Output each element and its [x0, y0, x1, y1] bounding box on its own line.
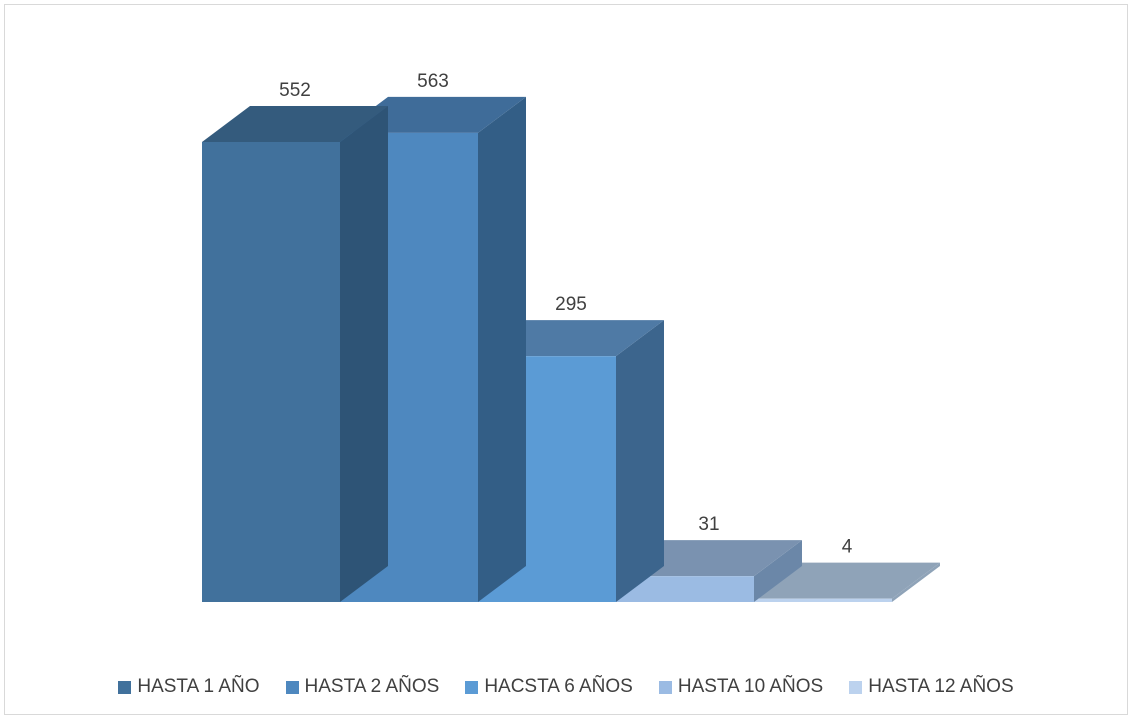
bar-1 — [202, 106, 388, 602]
data-label: 563 — [417, 71, 449, 92]
data-label: 4 — [842, 537, 853, 558]
bar-side — [478, 96, 526, 602]
data-label: 31 — [698, 514, 719, 535]
bar-side — [616, 320, 664, 602]
legend: HASTA 1 AÑO HASTA 2 AÑOS HACSTA 6 AÑOS HAST… — [0, 674, 1132, 700]
data-label: 295 — [555, 294, 587, 315]
legend-label: HASTA 10 AÑOS — [677, 676, 824, 697]
legend-item: HASTA 12 AÑOS — [849, 676, 1014, 698]
data-label: 552 — [279, 80, 311, 101]
bar-side — [340, 106, 388, 602]
legend-item: HASTA 2 AÑOS — [285, 676, 440, 698]
bar-front — [202, 142, 340, 602]
legend-label: HACSTA 6 AÑOS — [484, 676, 633, 697]
legend-swatch — [465, 680, 479, 694]
bar-top — [202, 106, 388, 142]
legend-label: HASTA 1 AÑO — [137, 676, 260, 697]
legend-item: HACSTA 6 AÑOS — [465, 676, 633, 698]
bar-5 — [754, 562, 940, 602]
legend-swatch — [658, 680, 672, 694]
legend-label: HASTA 2 AÑOS — [304, 676, 440, 697]
legend-swatch — [285, 680, 299, 694]
legend-label: HASTA 12 AÑOS — [868, 676, 1014, 697]
bar-top — [754, 562, 940, 599]
legend-swatch — [118, 680, 132, 694]
legend-swatch — [849, 680, 863, 694]
legend-item: HASTA 10 AÑOS — [658, 676, 824, 698]
legend-item: HASTA 1 AÑO — [118, 676, 260, 698]
bar-side — [754, 540, 802, 602]
bar-front — [754, 598, 892, 602]
bar-side — [892, 562, 940, 602]
